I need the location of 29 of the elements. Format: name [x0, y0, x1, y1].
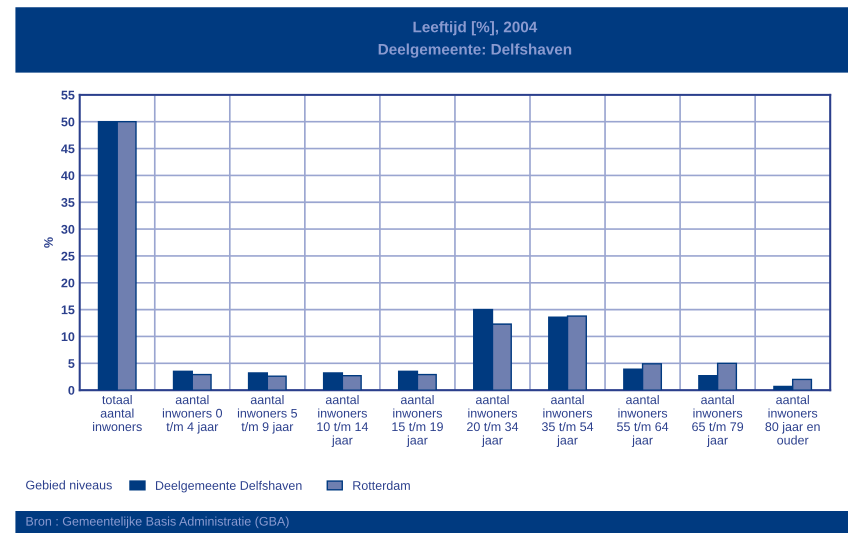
x-tick-label: aantal inwoners 35 t/m 54 jaar [542, 395, 594, 448]
x-tick-label: aantal inwoners 65 t/m 79 jaar [692, 395, 744, 448]
y-tick-label: 55 [61, 90, 75, 100]
x-tick-label: aantal inwoners 10 t/m 14 jaar [317, 395, 368, 448]
text: Bron : Gemeentelijke Basis Administratie (GBA) [26, 516, 289, 528]
chart-title: Leeftijd [%], 2004 [414, 21, 538, 36]
y-tick-label: 35 [61, 198, 75, 207]
legend-title: Gebied niveaus [26, 480, 112, 490]
x-tick-label: aantal inwoners 0 t/m 4 jaar [162, 395, 222, 434]
y-tick-label: 5 [68, 359, 75, 368]
y-tick-label: 0 [68, 386, 74, 395]
legend-label: Rotterdam [353, 480, 410, 490]
y-tick-label: 40 [61, 171, 74, 180]
x-tick-label: aantal inwoners 15 t/m 19 jaar [392, 395, 443, 448]
x-tick-label: aantal inwoners 5 t/m 9 jaar [238, 395, 298, 434]
legend-label: Deelgemeente Delfshaven [156, 480, 302, 492]
chart-subtitle: Deelgemeente: Delfshaven [378, 43, 572, 58]
y-tick-label: 45 [61, 144, 75, 154]
x-tick-label: aantal inwoners 80 jaar en ouder [765, 395, 820, 445]
y-axis-title: % [44, 237, 53, 248]
y-tick-label: 50 [61, 118, 74, 126]
x-tick-label: totaal aantal inwoners [93, 395, 142, 432]
x-tick-label: aantal inwoners 20 t/m 34 jaar [467, 395, 518, 448]
x-tick-label: aantal inwoners 55 t/m 64 jaar [617, 395, 668, 448]
y-tick-label: 20 [61, 278, 74, 288]
y-tick-label: 30 [61, 224, 74, 234]
y-tick-label: 15 [62, 306, 75, 314]
y-tick-label: 10 [62, 332, 74, 342]
y-tick-label: 25 [61, 252, 75, 261]
